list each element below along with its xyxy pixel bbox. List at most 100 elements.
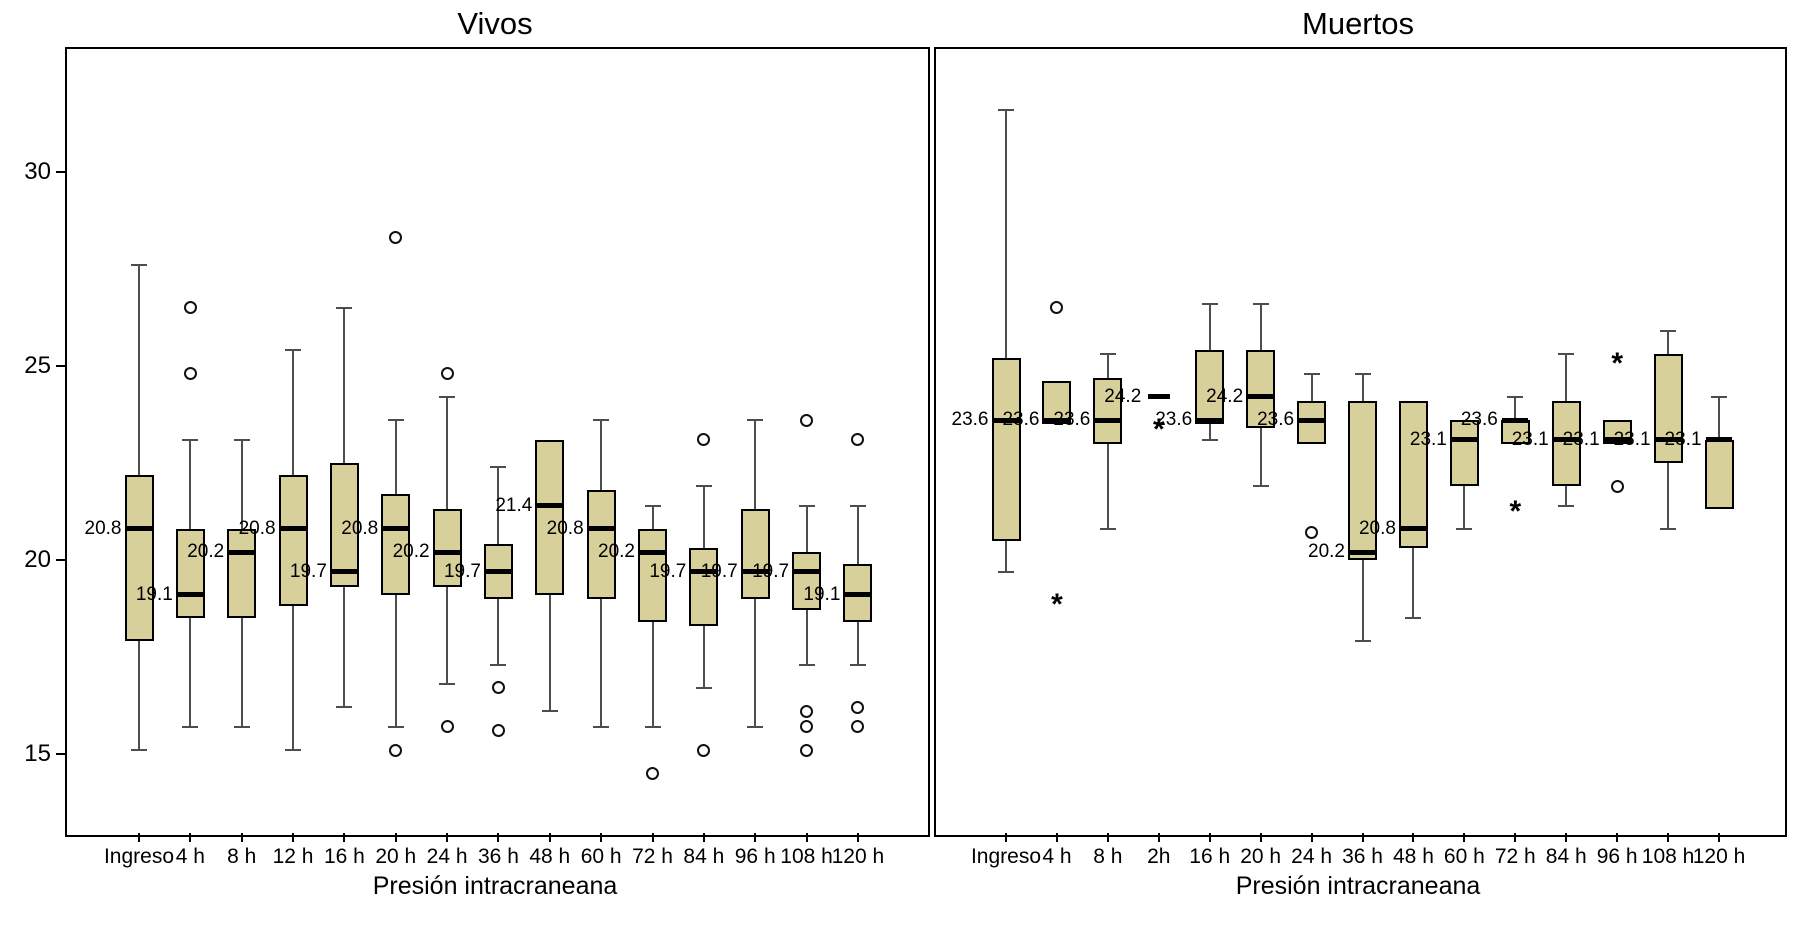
median-line <box>126 526 152 532</box>
upper-whisker-cap <box>1099 353 1116 356</box>
lower-whisker <box>446 587 449 685</box>
outlier-circle <box>440 367 454 381</box>
x-tick <box>600 833 603 842</box>
median-line <box>1196 417 1223 423</box>
lower-whisker-cap <box>593 725 610 728</box>
upper-whisker-cap <box>1303 372 1320 375</box>
lower-whisker-cap <box>1456 527 1473 530</box>
x-tick <box>1055 833 1058 842</box>
lower-whisker-cap <box>541 710 558 713</box>
plot-area-vivos <box>65 47 930 837</box>
lower-whisker <box>138 641 140 751</box>
upper-whisker <box>446 396 449 510</box>
outlier-circle <box>851 720 865 734</box>
outlier-circle <box>646 766 659 780</box>
outlier-circle <box>800 704 814 718</box>
x-tick-label: 20 h <box>1240 845 1282 868</box>
lower-whisker-cap <box>336 706 353 709</box>
median-label: 19.7 <box>443 560 481 582</box>
x-tick <box>1005 833 1007 842</box>
y-tick <box>56 558 65 561</box>
lower-whisker-cap <box>1201 438 1218 441</box>
upper-whisker <box>1514 396 1517 421</box>
lower-whisker-cap <box>998 570 1014 573</box>
median-line <box>1604 437 1631 443</box>
x-tick <box>1106 833 1109 842</box>
median-line <box>639 549 666 555</box>
upper-whisker <box>805 505 808 553</box>
boxplot-box <box>432 509 462 588</box>
lower-whisker <box>1005 540 1007 572</box>
y-tick <box>56 170 65 173</box>
median-line <box>1706 437 1733 443</box>
x-tick-label: 108 h <box>780 845 833 868</box>
x-tick <box>1565 833 1568 842</box>
lower-whisker-cap <box>1252 485 1269 488</box>
boxplot-box <box>175 528 205 619</box>
outlier-circle <box>800 720 814 734</box>
x-tick <box>138 833 140 842</box>
x-tick-label: 48 h <box>1393 845 1434 868</box>
boxplot-box <box>1398 400 1428 549</box>
x-tick-label: 4 h <box>1042 845 1072 868</box>
x-axis-title-muertos: Presión intracraneana <box>1235 872 1481 900</box>
boxplot-box <box>740 509 770 599</box>
upper-whisker-cap <box>1711 395 1728 398</box>
median-label: 24.2 <box>1206 385 1244 407</box>
median-line <box>1298 417 1325 423</box>
upper-whisker <box>138 265 140 475</box>
median-label: 23.6 <box>1460 409 1498 431</box>
lower-whisker <box>600 598 603 727</box>
lower-whisker-cap <box>747 725 764 728</box>
plot-area-muertos <box>934 47 1787 837</box>
median-label: 19.7 <box>649 560 687 582</box>
panel-title-muertos: Muertos <box>1302 6 1414 41</box>
boxplot-box <box>1704 439 1734 510</box>
lower-whisker-cap <box>131 749 147 752</box>
median-line <box>1655 437 1682 443</box>
upper-whisker-cap <box>131 264 147 267</box>
lower-whisker-cap <box>1354 640 1371 643</box>
upper-whisker-cap <box>747 419 764 422</box>
x-axis-title-vivos: Presión intracraneana <box>372 872 618 900</box>
upper-whisker-cap <box>233 438 250 441</box>
median-line <box>536 503 563 509</box>
x-tick <box>1208 833 1211 842</box>
lower-whisker-cap <box>1405 617 1422 620</box>
median-label: 20.2 <box>1308 541 1345 563</box>
median-label: 23.6 <box>1257 409 1295 431</box>
x-tick <box>1310 833 1313 842</box>
median-line <box>1502 417 1529 423</box>
lower-whisker <box>497 598 500 665</box>
median-label: 23.1 <box>1511 428 1549 450</box>
lower-whisker <box>1106 443 1109 529</box>
x-tick <box>1514 833 1517 842</box>
median-line <box>434 549 461 555</box>
x-tick-label: 120 h <box>831 845 885 868</box>
lower-whisker <box>754 598 757 727</box>
x-tick <box>702 833 705 842</box>
lower-whisker <box>1463 486 1466 529</box>
x-tick-label: 108 h <box>1641 845 1695 868</box>
lower-whisker-cap <box>1558 504 1575 507</box>
outlier-circle <box>1050 301 1064 315</box>
x-tick-label: 84 h <box>683 845 725 868</box>
x-tick <box>343 833 346 842</box>
upper-whisker <box>497 466 500 545</box>
outlier-circle <box>697 743 711 757</box>
median-label: 19.7 <box>752 560 790 582</box>
x-tick-label: 36 h <box>478 845 519 868</box>
median-label: 23.6 <box>951 409 989 431</box>
boxplot-box <box>586 490 616 599</box>
upper-whisker <box>702 486 705 549</box>
x-tick-label: 16 h <box>1189 845 1231 868</box>
x-tick <box>754 833 757 842</box>
x-tick <box>1157 833 1160 842</box>
upper-whisker <box>754 420 757 510</box>
upper-whisker <box>394 420 397 494</box>
upper-whisker <box>1361 373 1364 401</box>
median-label: 23.1 <box>1664 428 1702 450</box>
x-tick <box>548 833 551 842</box>
upper-whisker <box>1667 331 1670 355</box>
outlier-circle <box>800 413 814 427</box>
